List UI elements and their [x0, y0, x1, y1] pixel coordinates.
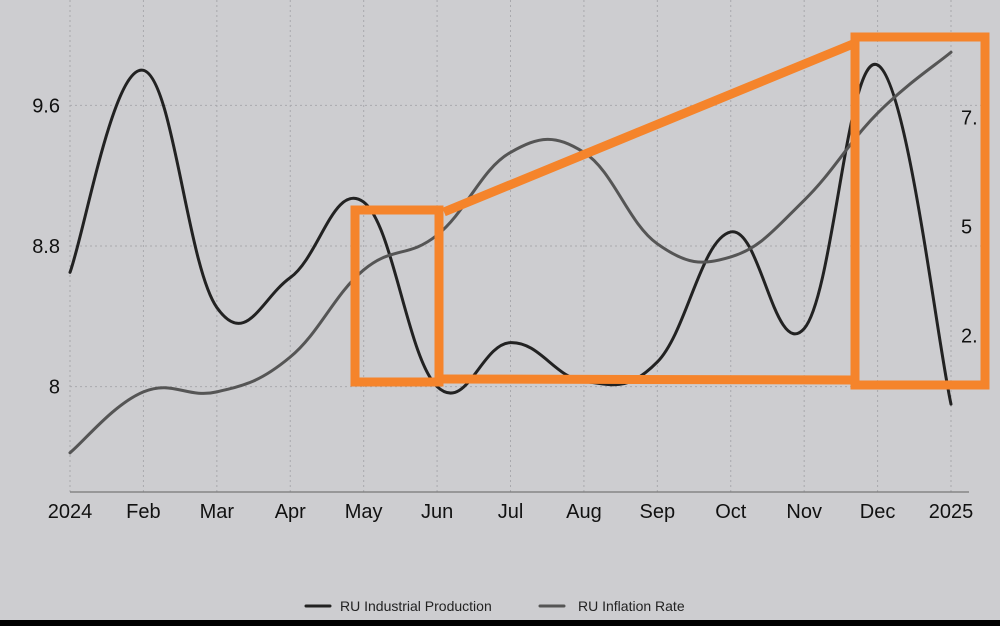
- x-tick-label: May: [345, 501, 383, 523]
- x-tick-label: Jun: [421, 501, 453, 523]
- legend-label: RU Inflation Rate: [578, 598, 685, 614]
- x-tick-label: Mar: [200, 501, 235, 523]
- y-right-tick-label: 5: [961, 216, 972, 238]
- x-tick-label: Apr: [275, 501, 306, 523]
- series-line-industrial-production: [68, 63, 953, 406]
- tick-labels: 2024 Feb Mar Apr May Jun Jul Aug Sep Oct Nov Dec 202…: [32, 95, 978, 523]
- series-lines: [68, 50, 953, 455]
- x-tick-label: Nov: [786, 501, 822, 523]
- x-tick-label: Oct: [715, 501, 747, 523]
- legend: RU Industrial Production RU Inflation Rat…: [304, 598, 685, 614]
- x-tick-label: 2024: [48, 501, 93, 523]
- y-right-tick-label: 7.: [961, 108, 978, 130]
- grid: [69, 0, 989, 492]
- highlight-connector-bottom: [438, 374, 856, 385]
- bottom-border: [0, 620, 1000, 626]
- y-left-tick-label: 8: [49, 377, 60, 399]
- x-tick-label: Feb: [126, 501, 160, 523]
- highlight-connector-top: [442, 39, 855, 217]
- highlight-box-dec-2025: [850, 32, 990, 390]
- y-left-tick-label: 9.6: [32, 95, 60, 117]
- y-left-tick-label: 8.8: [32, 236, 60, 258]
- y-right-tick-label: 2.: [961, 325, 978, 347]
- x-tick-label: Aug: [566, 501, 602, 523]
- series-line-inflation-rate: [68, 50, 953, 455]
- x-tick-label: 2025: [929, 501, 974, 523]
- legend-label: RU Industrial Production: [340, 598, 492, 614]
- highlight-annotations: [350, 32, 990, 390]
- x-tick-label: Dec: [860, 501, 896, 523]
- x-tick-label: Sep: [640, 501, 676, 523]
- x-tick-label: Jul: [498, 501, 524, 523]
- highlight-box-may-jun: [350, 205, 444, 387]
